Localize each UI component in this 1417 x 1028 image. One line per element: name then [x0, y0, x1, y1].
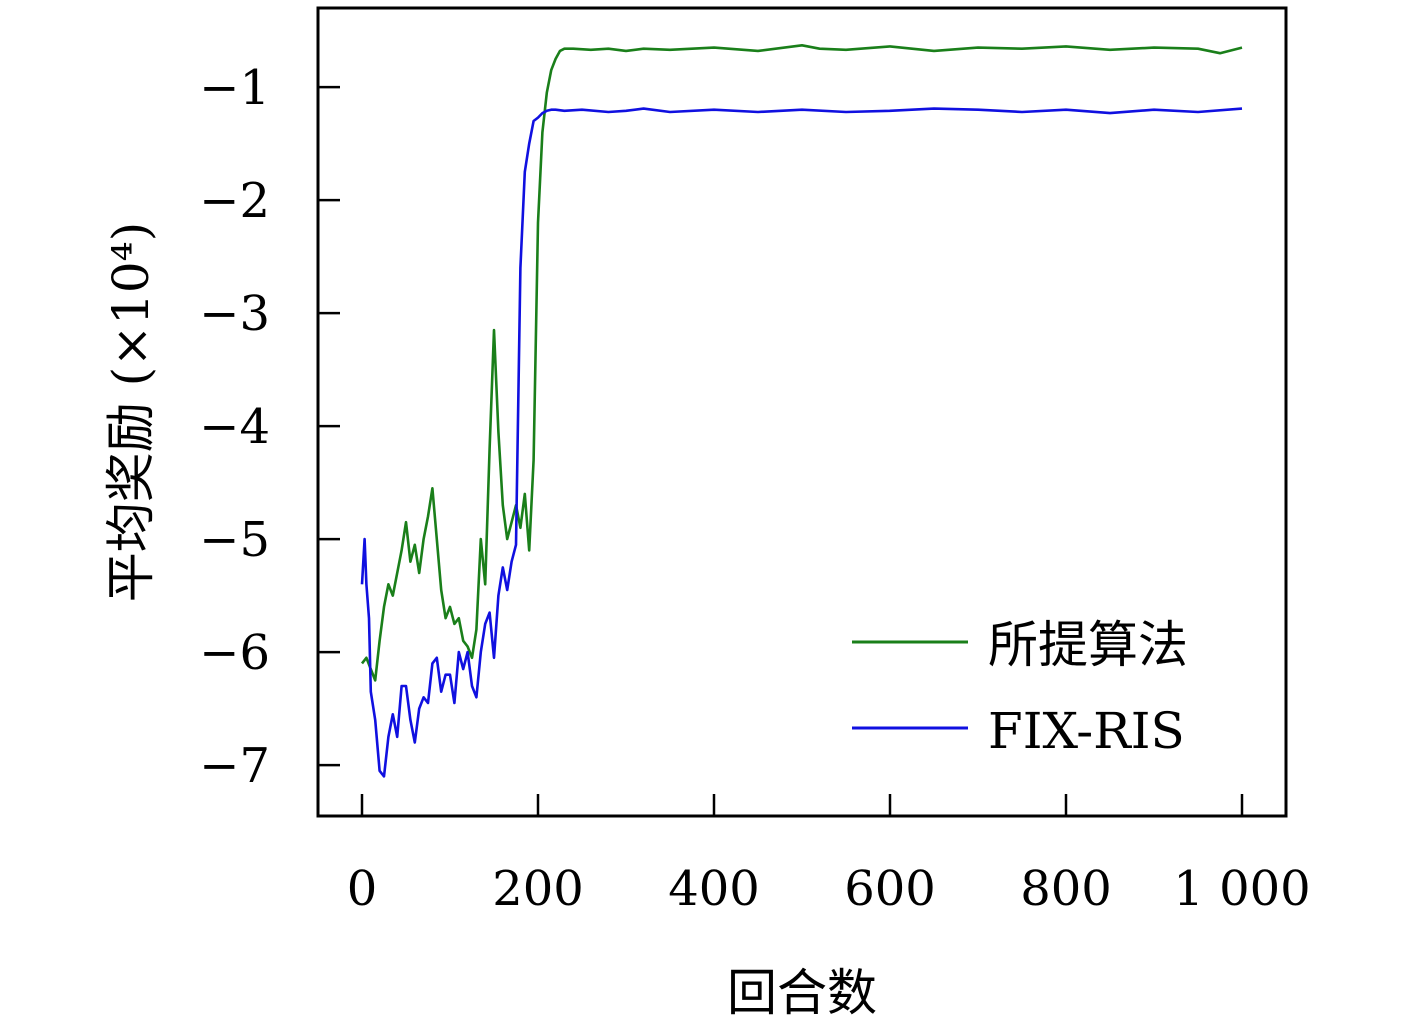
y-tick-label: −3 [199, 286, 270, 342]
x-tick-label: 400 [668, 861, 760, 917]
y-tick-label: −6 [199, 625, 270, 681]
y-axis-title: 平均奖励 (×10⁴) [102, 222, 160, 602]
legend: 所提算法 FIX-RIS [852, 616, 1188, 760]
plot-frame [316, 6, 1288, 818]
plot-area: 0 200 400 600 800 1 000 −1 −2 −3 −4 −5 −6 −7 [199, 6, 1311, 917]
x-axis: 0 200 400 600 800 1 000 [347, 794, 1311, 917]
x-tick-label: 800 [1020, 861, 1112, 917]
y-tick-label: −2 [199, 173, 270, 229]
x-tick-label: 200 [492, 861, 584, 917]
legend-label-series-1: FIX-RIS [988, 702, 1185, 760]
series-layer [360, 44, 1243, 778]
legend-label-series-0: 所提算法 [988, 616, 1188, 674]
y-tick-label: −7 [199, 738, 270, 794]
series-line-0 [360, 44, 1243, 682]
x-tick-label: 600 [844, 861, 936, 917]
series-line-1 [360, 107, 1243, 778]
y-tick-label: −5 [199, 512, 270, 568]
x-tick-label: 1 000 [1173, 861, 1310, 917]
y-tick-label: −4 [199, 399, 270, 455]
x-tick-label: 0 [347, 861, 378, 917]
y-tick-label: −1 [199, 60, 270, 116]
x-axis-title: 回合数 [727, 964, 877, 1022]
y-axis: −1 −2 −3 −4 −5 −6 −7 [199, 60, 340, 794]
